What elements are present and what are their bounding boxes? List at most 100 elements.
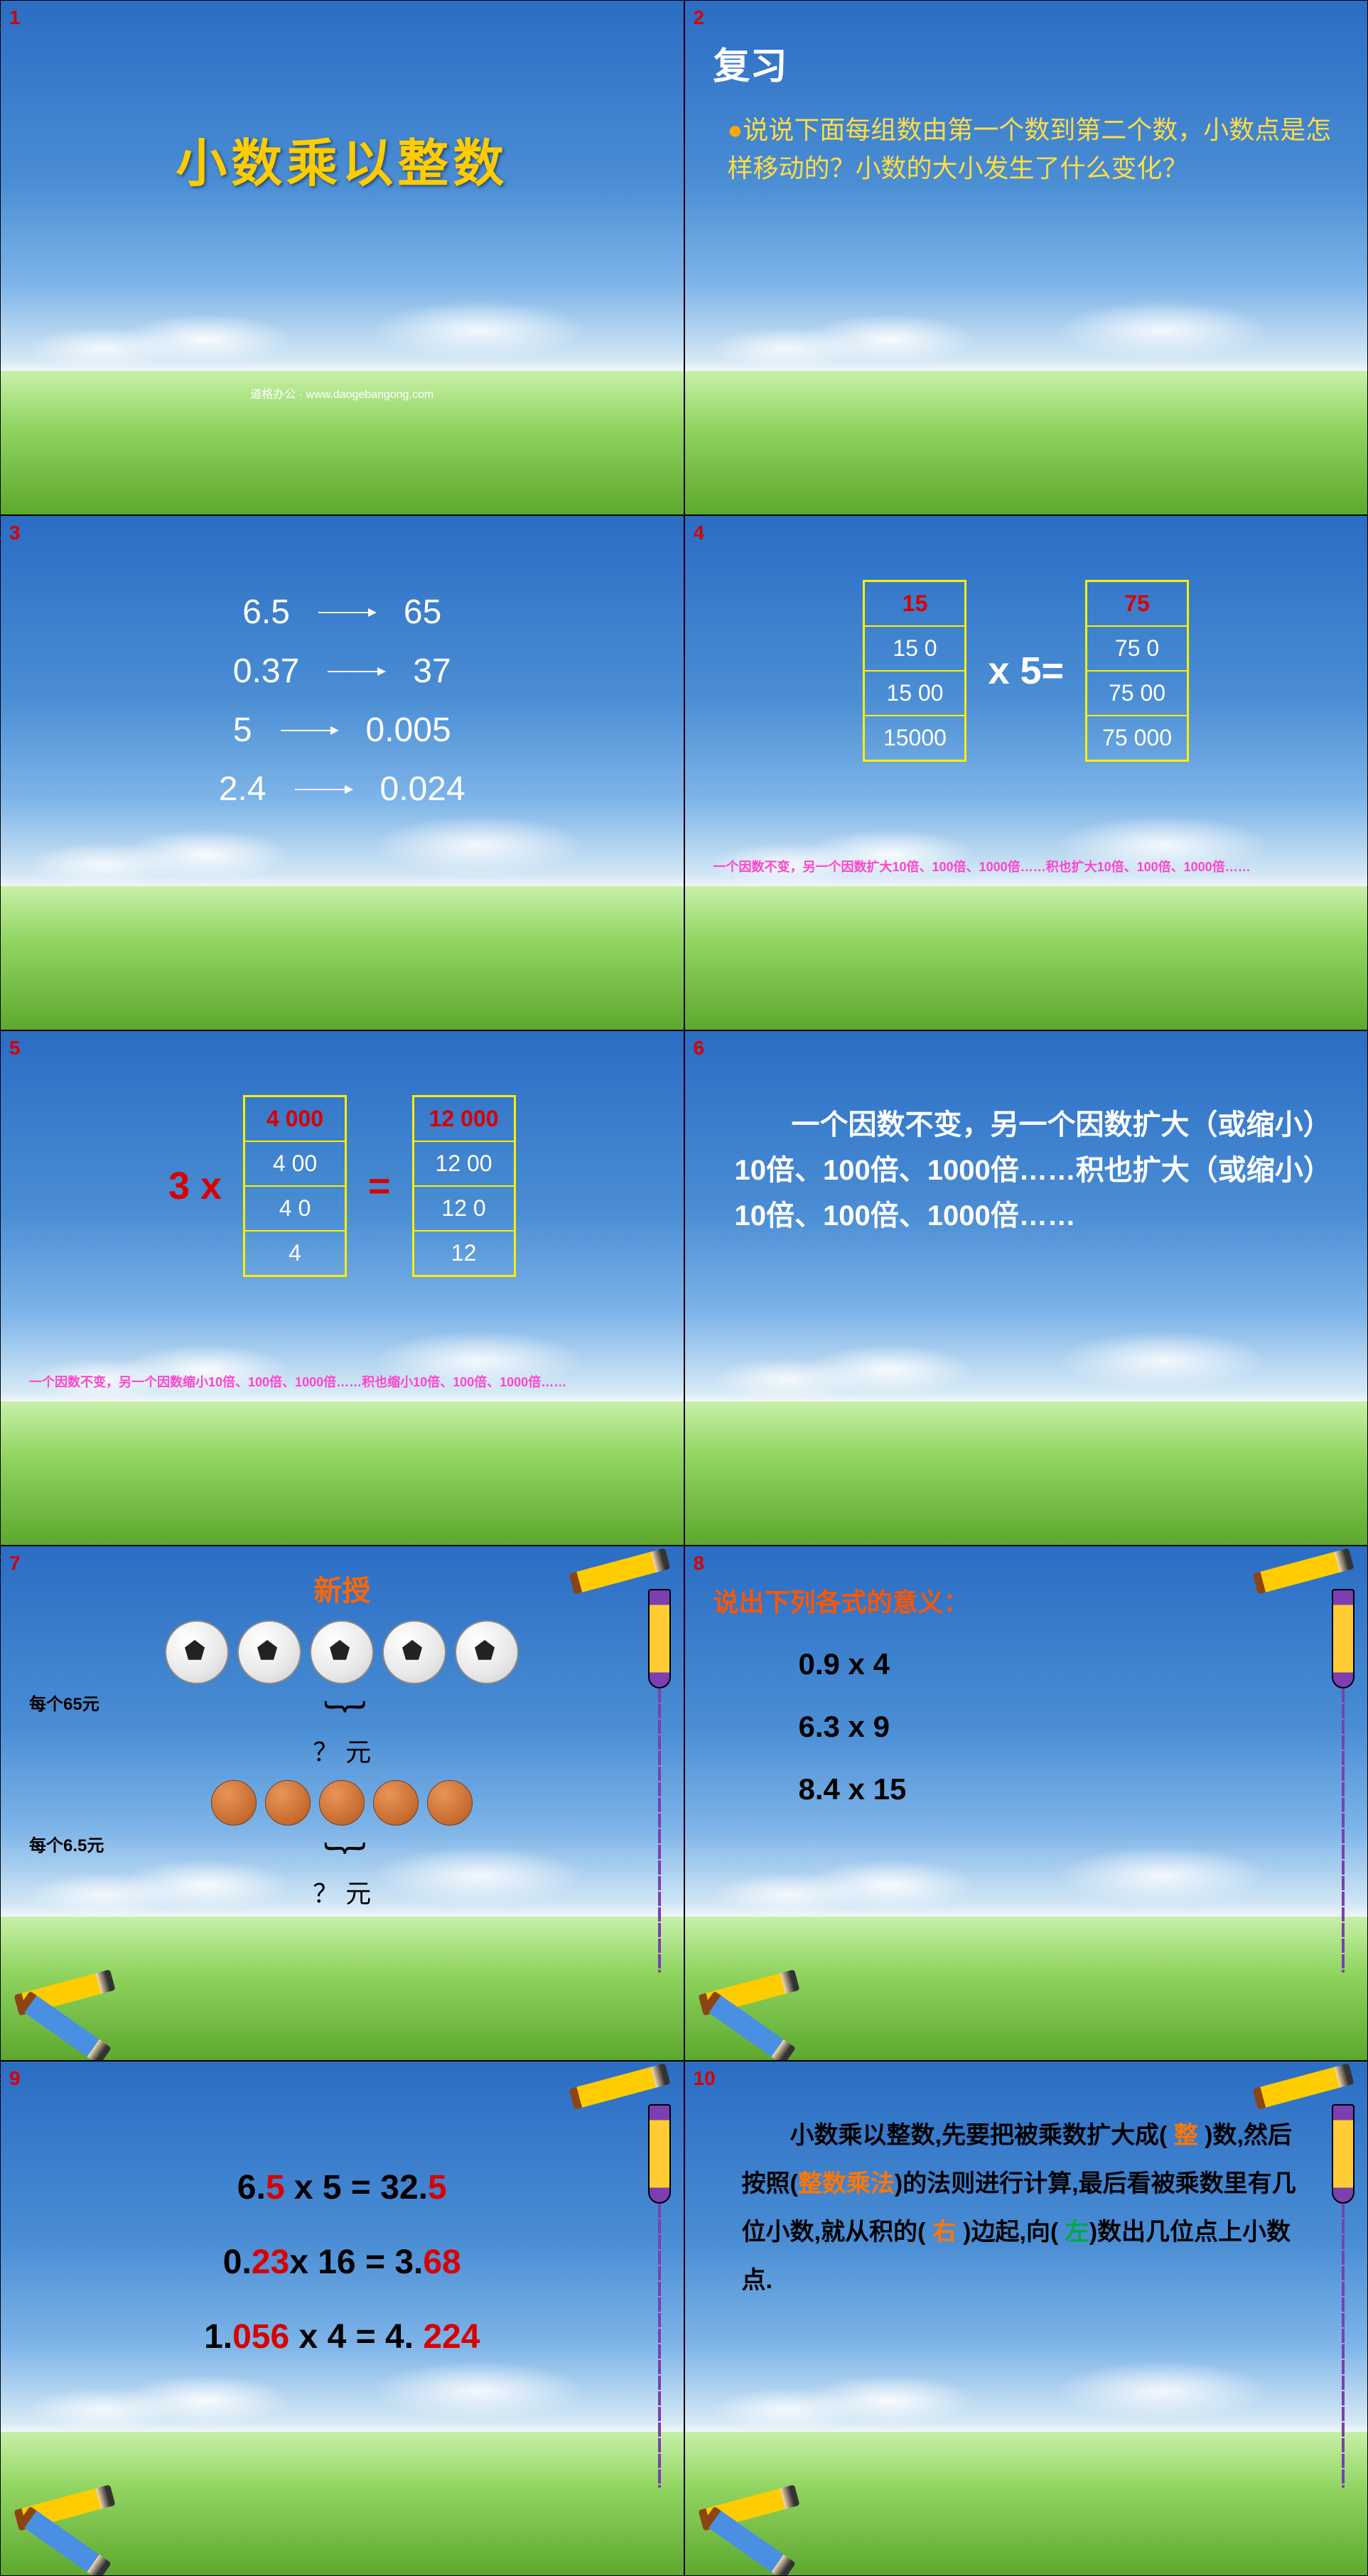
blank-fill: 整 <box>1174 2122 1198 2149</box>
footnote: 一个因数不变，另一个因数缩小10倍、100倍、1000倍……积也缩小10倍、10… <box>29 1372 655 1391</box>
blank-fill: 右 <box>932 2219 957 2246</box>
slide-5: 5 3 x 4 000 4 00 4 0 4 = 12 000 12 00 12… <box>0 1030 684 1546</box>
soccer-ball-icon <box>382 1620 446 1684</box>
operator-left: 3 x <box>168 1164 222 1208</box>
question-text: ？ 元 <box>29 1873 655 1910</box>
num-row: 6.5 65 <box>29 593 655 632</box>
slide-number: 6 <box>694 1037 705 1060</box>
soccer-row <box>29 1620 655 1684</box>
number-box-right: 75 75 0 75 00 75 000 <box>1085 580 1189 762</box>
slide-8: 8 说出下列各式的意义： 0.9 x 4 6.3 x 9 8.4 x 15 <box>684 1546 1368 2061</box>
crayon-icon <box>1332 2104 1360 2576</box>
cell: 15 00 <box>865 672 964 716</box>
slide-number: 7 <box>9 1552 21 1575</box>
basketball-icon <box>211 1780 257 1826</box>
slide-number: 9 <box>9 2067 21 2090</box>
slide-grid: 1 小数乘以整数 道格办公 · www.daogebangong.com 2 复… <box>0 0 1368 2576</box>
slide-4: 4 15 15 0 15 00 15000 x 5= 75 75 0 75 00… <box>684 515 1368 1030</box>
brace-icon: ︸ <box>29 1715 655 1732</box>
pencils-corner-icon <box>699 2497 799 2561</box>
equation-layout: 15 15 0 15 00 15000 x 5= 75 75 0 75 00 7… <box>713 580 1340 762</box>
slide-number: 4 <box>694 522 705 544</box>
slide-number: 10 <box>694 2067 716 2090</box>
arrow-icon <box>328 671 384 672</box>
val-b: 37 <box>413 652 451 691</box>
number-box-left: 15 15 0 15 00 15000 <box>863 580 966 762</box>
equals: = <box>368 1164 391 1208</box>
val-a: 5 <box>233 711 252 750</box>
basketball-icon <box>373 1780 419 1826</box>
number-box-left: 4 000 4 00 4 0 4 <box>243 1095 347 1277</box>
pencils-corner-icon <box>15 2497 114 2561</box>
crayon-icon <box>648 2104 677 2576</box>
brace-icon: ︸ <box>29 1856 655 1873</box>
num-row: 0.3737 <box>29 652 655 691</box>
slide-number: 3 <box>9 522 21 544</box>
pencil-icon <box>570 1561 669 1589</box>
slide-number: 2 <box>694 6 705 29</box>
number-box-right: 12 000 12 00 12 0 12 <box>412 1095 516 1277</box>
val-b: 65 <box>404 593 441 632</box>
blank-fill: 整数乘法 <box>798 2170 895 2197</box>
review-text: ●说说下面每组数由第一个数到第二个数，小数点是怎样移动的？小数的大小发生了什么变… <box>713 111 1340 188</box>
review-title: 复习 <box>713 36 1340 90</box>
val-a: 6.5 <box>242 593 290 632</box>
num-row: 5 0.005 <box>29 711 655 750</box>
val-b: 0.024 <box>380 770 465 809</box>
cell: 12 000 <box>414 1097 514 1142</box>
soccer-ball-icon <box>310 1620 374 1684</box>
cell: 75 000 <box>1087 716 1187 760</box>
fill-blank-text: 小数乘以整数,先要把被乘数扩大成( 整 )数,然后按照(整数乘法)的法则进行计算… <box>713 2097 1340 2319</box>
num-row: 2.40.024 <box>29 770 655 809</box>
crayon-icon <box>648 1589 677 2061</box>
cell: 12 00 <box>414 1142 514 1187</box>
cell: 75 <box>1087 582 1187 627</box>
slide-10: 10 小数乘以整数,先要把被乘数扩大成( 整 )数,然后按照(整数乘法)的法则进… <box>684 2061 1368 2576</box>
basketball-icon <box>265 1780 311 1826</box>
bullet-icon: ● <box>728 115 743 144</box>
pencil-icon <box>1254 2076 1353 2104</box>
arrow-icon <box>318 612 375 613</box>
soccer-ball-icon <box>455 1620 519 1684</box>
meaning-title: 说出下列各式的意义： <box>713 1582 1340 1619</box>
slide-1: 1 小数乘以整数 道格办公 · www.daogebangong.com <box>0 0 684 515</box>
equation-layout: 3 x 4 000 4 00 4 0 4 = 12 000 12 00 12 0… <box>29 1095 655 1277</box>
pencils-corner-icon <box>699 1982 799 2046</box>
slide-7: 7 新授 每个65元 ︸ ？ 元 每个6.5元 ︸ <box>0 1546 684 2061</box>
rule-text: 一个因数不变，另一个因数扩大（或缩小）10倍、100倍、1000倍……积也扩大（… <box>713 1102 1340 1239</box>
soccer-ball-icon <box>165 1620 229 1684</box>
question-text: ？ 元 <box>29 1732 655 1769</box>
slide-6: 6 一个因数不变，另一个因数扩大（或缩小）10倍、100倍、1000倍……积也扩… <box>684 1030 1368 1546</box>
cell: 4 <box>245 1232 345 1275</box>
equation: 8.4 x 15 <box>799 1772 1340 1806</box>
basketball-icon <box>319 1780 365 1826</box>
cell: 4 000 <box>245 1097 345 1142</box>
calc-row: 6.5 x 5 = 32.5 <box>29 2168 655 2207</box>
pencil-icon <box>1254 1561 1353 1589</box>
basketball-row <box>29 1780 655 1826</box>
cell: 15 0 <box>865 627 964 672</box>
val-b: 0.005 <box>366 711 451 750</box>
pencils-corner-icon <box>15 1982 114 2046</box>
slide-number: 8 <box>694 1552 705 1575</box>
cell: 4 0 <box>245 1187 345 1232</box>
arrow-icon <box>295 789 352 790</box>
slide-3: 3 6.5 65 0.3737 5 0.005 2.40.024 <box>0 515 684 1030</box>
calc-row: 1.056 x 4 = 4. 224 <box>29 2317 655 2356</box>
cell: 75 0 <box>1087 627 1187 672</box>
slide-9: 9 6.5 x 5 = 32.5 0.23x 16 = 3.68 1.056 x… <box>0 2061 684 2576</box>
basketball-icon <box>427 1780 473 1826</box>
main-title: 小数乘以整数 <box>29 122 655 196</box>
footer-link: 道格办公 · www.daogebangong.com <box>250 384 433 402</box>
cell: 12 <box>414 1232 514 1275</box>
cell: 15000 <box>865 716 964 760</box>
blank-fill: 左 <box>1065 2219 1089 2246</box>
equation: 6.3 x 9 <box>799 1710 1340 1744</box>
equation: 0.9 x 4 <box>799 1647 1340 1681</box>
arrow-icon <box>281 730 338 731</box>
crayon-icon <box>1332 1589 1360 2061</box>
cell: 75 00 <box>1087 672 1187 716</box>
soccer-ball-icon <box>237 1620 301 1684</box>
slide-number: 5 <box>9 1037 21 1060</box>
review-body: 说说下面每组数由第一个数到第二个数，小数点是怎样移动的？小数的大小发生了什么变化… <box>728 115 1332 183</box>
